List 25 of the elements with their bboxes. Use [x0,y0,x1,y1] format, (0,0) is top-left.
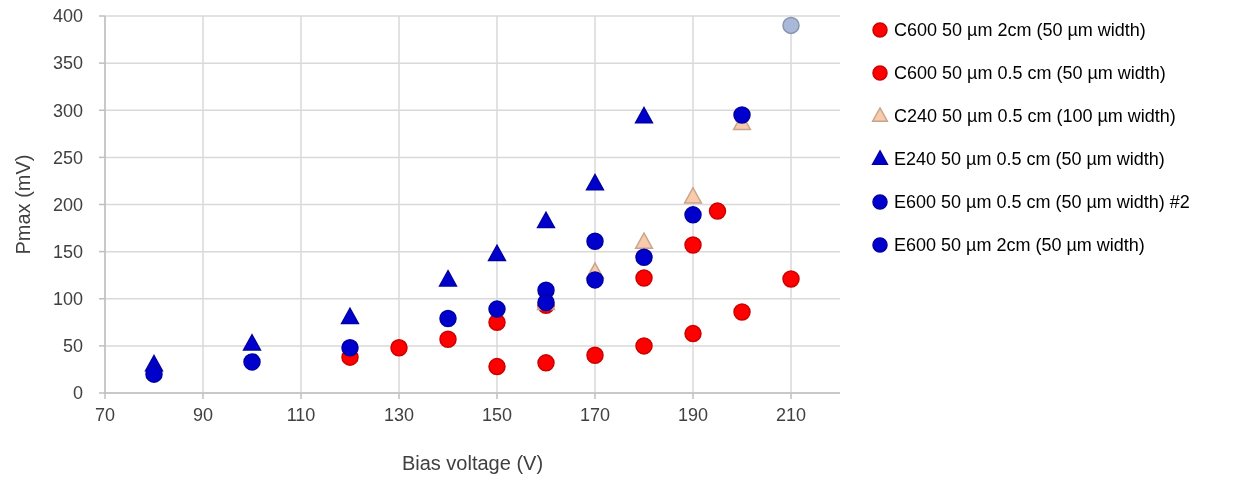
y-tick-label: 300 [52,100,83,121]
x-tick-label: 210 [775,405,807,425]
y-axis-title: Pmax (mV) [12,154,34,255]
y-tick-label: 150 [52,241,83,262]
y-tick-label: 200 [52,194,83,215]
x-tick-label: 190 [677,405,709,425]
legend-label: C600 50 µm 0.5 cm (50 µm width) [894,63,1166,84]
x-tick-label: 110 [286,405,316,425]
y-tick-label: 50 [62,336,83,357]
y-tick-label: 400 [52,6,83,27]
x-tick-label: 70 [94,405,116,425]
x-tick-label: 150 [481,405,513,425]
y-tick-label: 350 [52,53,83,74]
x-axis-title: Bias voltage (V) [401,452,544,474]
legend-label: E600 50 µm 2cm (50 µm width) [894,235,1145,256]
legend-label: C240 50 µm 0.5 cm (100 µm width) [894,106,1176,127]
legend-label: E240 50 µm 0.5 cm (50 µm width) [894,149,1165,170]
x-tick-label: 130 [383,405,415,425]
y-tick-label: 100 [52,289,83,310]
x-tick-label: 170 [579,405,611,425]
legend-label: C600 50 µm 2cm (50 µm width) [894,20,1146,41]
y-tick-label: 250 [52,147,83,168]
legend-label: E600 50 µm 0.5 cm (50 µm width) #2 [894,192,1190,213]
y-tick-label: 0 [72,383,83,404]
x-tick-label: 90 [192,405,214,425]
